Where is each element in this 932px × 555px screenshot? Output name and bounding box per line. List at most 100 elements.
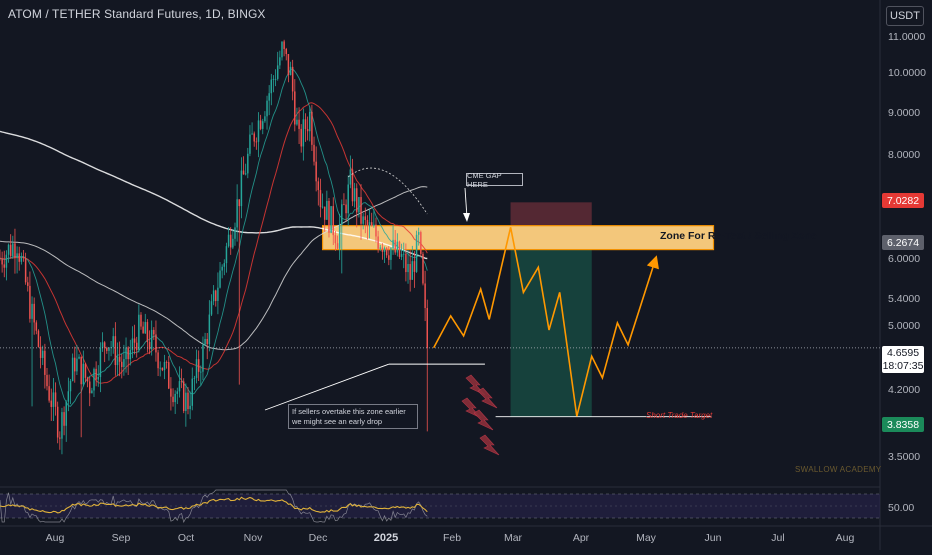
candle-body — [304, 119, 307, 129]
candle-body — [377, 236, 379, 249]
cme-gap-arrowhead — [463, 213, 470, 222]
candle-body — [46, 374, 48, 387]
price-scale-label: 11.0000 — [888, 31, 926, 43]
candle-body — [31, 303, 33, 319]
candle-body — [351, 169, 354, 202]
selling-zone-label[interactable]: Zone For Re-Test / Selling Zone — [660, 230, 817, 242]
candle-body — [0, 258, 1, 260]
early-drop-note[interactable]: If sellers overtake this zone earlier we… — [288, 404, 418, 429]
early-drop-pointer — [264, 363, 389, 411]
candle-body — [131, 338, 134, 351]
candle-body — [88, 381, 91, 394]
candle-body — [59, 437, 61, 439]
candle-body — [221, 266, 223, 271]
candle-body — [413, 261, 416, 272]
candle-body — [370, 222, 373, 226]
candle-body — [144, 322, 147, 334]
candle-body — [328, 200, 330, 233]
candle-body — [18, 253, 20, 262]
candle-body — [360, 197, 362, 224]
candle-body — [48, 386, 50, 401]
candle-body — [276, 65, 279, 79]
candle-body — [392, 239, 394, 249]
candle-body — [362, 216, 364, 224]
stop-price-badge: 7.0282 — [882, 193, 924, 208]
candle-body — [242, 170, 245, 175]
candle-body — [189, 405, 191, 410]
time-axis-label: May — [636, 532, 656, 544]
candle-body — [1, 258, 3, 265]
candle-body — [323, 206, 326, 220]
candle-body — [44, 350, 46, 375]
candle-body — [93, 368, 95, 391]
candle-body — [91, 390, 93, 394]
early-drop-note-line: we might see an early drop — [292, 416, 383, 426]
cme-gap-label[interactable]: CME GAP HERE — [466, 171, 523, 189]
candle-body — [287, 53, 290, 75]
candle-body — [69, 380, 72, 392]
time-axis-label: Mar — [503, 532, 523, 544]
candle-body — [259, 120, 262, 129]
time-axis-label: Jun — [704, 532, 722, 544]
ma-200-line — [0, 130, 428, 260]
price-scale-label: 4.2000 — [888, 384, 921, 396]
candle-body — [97, 376, 100, 380]
candle-body — [24, 257, 27, 283]
price-scale-label: 3.5000 — [888, 451, 921, 463]
candle-body — [240, 170, 243, 207]
candle-body — [289, 66, 292, 75]
candle-body — [283, 41, 285, 49]
candle-body — [257, 120, 260, 142]
candle-body — [396, 241, 399, 253]
candle-body — [86, 377, 89, 382]
candle-body — [219, 270, 221, 288]
candle-body — [123, 359, 125, 367]
candle-body — [313, 144, 315, 162]
candle-body — [110, 346, 112, 348]
candle-body — [302, 119, 305, 147]
candle-body — [345, 204, 347, 214]
candle-body — [375, 224, 377, 237]
candle-body — [255, 141, 258, 143]
candle-body — [405, 253, 407, 273]
candle-body — [52, 392, 55, 407]
candle-body — [142, 326, 144, 334]
candle-body — [84, 363, 87, 378]
candle-body — [332, 206, 335, 236]
candle-body — [172, 396, 174, 403]
candle-body — [281, 41, 283, 58]
candle-body — [140, 314, 142, 327]
currency-button[interactable]: USDT — [886, 6, 924, 26]
candle-body — [223, 263, 226, 267]
candle-body — [3, 264, 6, 268]
candle-body — [112, 336, 114, 347]
candle-body — [82, 363, 85, 385]
candle-body — [407, 264, 409, 273]
early-drop-arrow — [479, 434, 500, 456]
candle-body — [353, 188, 356, 202]
price-scale-label: 10.0000 — [888, 67, 926, 79]
candle-body — [411, 261, 414, 280]
current-price-value: 4.6595 — [886, 346, 920, 359]
candle-body — [385, 248, 388, 256]
candle-body — [29, 285, 31, 319]
candle-body — [236, 199, 238, 228]
candle-body — [247, 153, 249, 174]
rsi-ma-line — [0, 496, 428, 514]
candle-body — [165, 362, 168, 363]
candle-body — [178, 381, 181, 392]
candle-body — [150, 329, 153, 350]
candle-body — [103, 342, 106, 348]
candle-body — [400, 254, 403, 257]
candle-body — [296, 119, 298, 125]
candle-body — [379, 247, 382, 249]
candle-body — [394, 239, 396, 253]
time-axis-label: Sep — [111, 532, 131, 544]
candle-body — [426, 308, 428, 348]
candle-body — [125, 347, 127, 360]
symbol-title[interactable]: ATOM / TETHER Standard Futures, 1D, BING… — [8, 7, 266, 21]
candle-body — [61, 412, 63, 439]
candle-body — [129, 350, 132, 360]
